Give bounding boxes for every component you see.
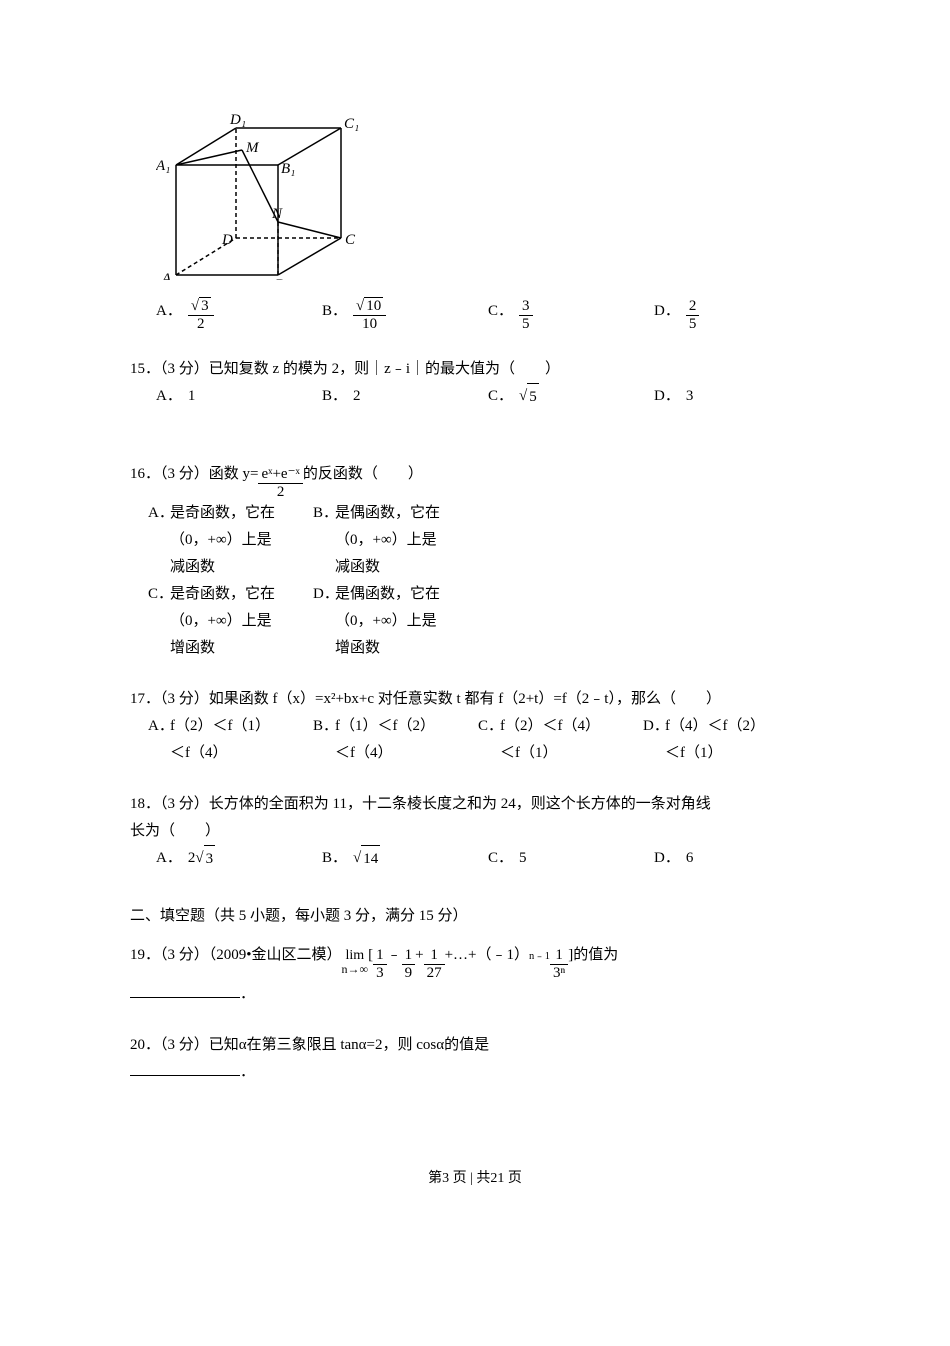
blank (130, 982, 240, 998)
q17-opt-d: D．f（4）＜f（2） ＜f（1） (643, 713, 808, 767)
svg-text:M: M (245, 140, 260, 156)
svg-text:N: N (271, 206, 283, 222)
q16-stem: 16．（3 分）函数 y= eˣ+e⁻ˣ 2 的反函数（ ） (130, 461, 820, 500)
q18-opt-a: A．2√3 (156, 845, 322, 873)
q16-row2: C．是奇函数，它在 （0，+∞）上是 增函数 D．是偶函数，它在 （0，+∞）上… (148, 581, 820, 662)
q17-opt-a: A．f（2）＜f（1） ＜f（4） (148, 713, 313, 767)
limit: lim n→∞ (342, 949, 369, 975)
q14-options: A． √3 2 B． √10 10 C． 3 5 D． 2 5 (156, 298, 820, 332)
section2-heading: 二、填空题（共 5 小题，每小题 3 分，满分 15 分） (130, 903, 820, 930)
q20-blank-line: ． (130, 1059, 820, 1086)
q19-stem: 19．（3 分）（2009•金山区二模） lim n→∞ [ 13 ﹣ 19 +… (130, 942, 820, 981)
blank (130, 1060, 240, 1076)
q16: 16．（3 分）函数 y= eˣ+e⁻ˣ 2 的反函数（ ） A．是奇函数，它在… (130, 461, 820, 662)
q15: 15．（3 分）已知复数 z 的模为 2，则｜z﹣i｜的最大值为（ ） A．1 … (130, 356, 820, 411)
q15-options: A．1 B．2 C．√5 D．3 (156, 383, 820, 411)
q18-opt-b: B．√14 (322, 845, 488, 873)
svg-text:B: B (275, 277, 284, 280)
q18: 18．（3 分）长方体的全面积为 11，十二条棱长度之和为 24，则这个长方体的… (130, 791, 820, 873)
q14-opt-b: B． √10 10 (322, 298, 488, 332)
q17-opt-c: C．f（2）＜f（4） ＜f（1） (478, 713, 643, 767)
q16-opt-d: D．是偶函数，它在 （0，+∞）上是 增函数 (313, 581, 478, 662)
q17-stem: 17．（3 分）如果函数 f（x）=x²+bx+c 对任意实数 t 都有 f（2… (130, 686, 820, 713)
svg-text:A: A (161, 271, 172, 280)
q18-stem-l2: 长为（ ） (130, 818, 820, 845)
q15-opt-b: B．2 (322, 383, 488, 411)
svg-text:D₁: D₁ (229, 112, 246, 128)
q17: 17．（3 分）如果函数 f（x）=x²+bx+c 对任意实数 t 都有 f（2… (130, 686, 820, 767)
q14-figure: A₁ B₁ C₁ D₁ A B C D M N (156, 110, 820, 290)
q14-opt-c: C． 3 5 (488, 298, 654, 332)
fraction: 3 5 (519, 298, 533, 332)
q18-options: A．2√3 B．√14 C．5 D．6 (156, 845, 820, 873)
q15-opt-c: C．√5 (488, 383, 654, 411)
q15-stem: 15．（3 分）已知复数 z 的模为 2，则｜z﹣i｜的最大值为（ ） (130, 356, 820, 383)
svg-text:C: C (345, 232, 356, 248)
q14-opt-d: D． 2 5 (654, 298, 820, 332)
q16-row1: A．是奇函数，它在 （0，+∞）上是 减函数 B．是偶函数，它在 （0，+∞）上… (148, 500, 820, 581)
q19-blank-line: ． (130, 981, 820, 1008)
q15-opt-d: D．3 (654, 383, 820, 411)
q17-opt-b: B．f（1）＜f（2） ＜f（4） (313, 713, 478, 767)
q16-opt-b: B．是偶函数，它在 （0，+∞）上是 减函数 (313, 500, 478, 581)
fraction: √10 10 (353, 298, 386, 332)
opt-label: C． (488, 298, 513, 325)
q17-options: A．f（2）＜f（1） ＜f（4） B．f（1）＜f（2） ＜f（4） C．f（… (148, 713, 820, 767)
q14-opt-a: A． √3 2 (156, 298, 322, 332)
q18-opt-c: C．5 (488, 845, 654, 873)
opt-label: B． (322, 298, 347, 325)
q20-stem: 20．（3 分）已知α在第三象限且 tanα=2，则 cosα的值是 (130, 1032, 820, 1059)
svg-text:A₁: A₁ (156, 158, 170, 174)
page-footer: 第3 页 | 共21 页 (130, 1166, 820, 1191)
q19: 19．（3 分）（2009•金山区二模） lim n→∞ [ 13 ﹣ 19 +… (130, 942, 820, 1008)
fraction: 2 5 (686, 298, 700, 332)
fraction: √3 2 (188, 298, 214, 332)
svg-text:D: D (221, 232, 233, 248)
q15-opt-a: A．1 (156, 383, 322, 411)
q18-opt-d: D．6 (654, 845, 820, 873)
svg-text:B₁: B₁ (281, 161, 295, 177)
q18-stem-l1: 18．（3 分）长方体的全面积为 11，十二条棱长度之和为 24，则这个长方体的… (130, 791, 820, 818)
cube-diagram: A₁ B₁ C₁ D₁ A B C D M N (156, 110, 366, 280)
opt-label: D． (654, 298, 680, 325)
fraction: eˣ+e⁻ˣ 2 (258, 466, 302, 500)
q20: 20．（3 分）已知α在第三象限且 tanα=2，则 cosα的值是 ． (130, 1032, 820, 1086)
q16-opt-a: A．是奇函数，它在 （0，+∞）上是 减函数 (148, 500, 313, 581)
svg-text:C₁: C₁ (344, 116, 359, 132)
opt-label: A． (156, 298, 182, 325)
q16-opt-c: C．是奇函数，它在 （0，+∞）上是 增函数 (148, 581, 313, 662)
